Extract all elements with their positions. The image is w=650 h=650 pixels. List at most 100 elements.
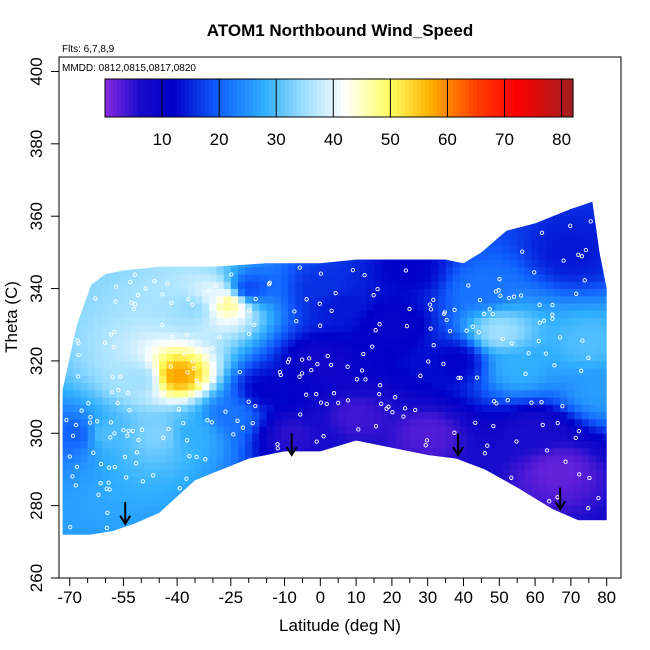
field-cell <box>538 324 547 333</box>
field-cell <box>417 433 425 441</box>
sample-point-marker <box>110 374 115 380</box>
field-cell <box>62 411 67 420</box>
field-cell <box>495 512 504 521</box>
field-cell <box>73 505 81 514</box>
field-cell <box>359 288 368 297</box>
sample-point-marker <box>113 284 119 289</box>
field-cell <box>152 455 160 463</box>
field-cell <box>62 339 67 347</box>
field-cell <box>230 447 239 456</box>
field-cell <box>62 288 67 297</box>
field-cell <box>445 527 454 535</box>
field-cell <box>238 505 246 514</box>
field-cell <box>381 274 389 282</box>
field-cell <box>223 288 232 297</box>
field-cell <box>302 483 311 492</box>
field-cell <box>273 447 282 456</box>
field-cell <box>173 418 182 427</box>
field-cell <box>87 252 96 261</box>
field-cell <box>266 418 275 427</box>
field-cell <box>216 266 225 275</box>
field-cell <box>280 411 289 420</box>
field-cell <box>567 252 575 261</box>
plot-frame <box>58 56 622 579</box>
sample-point-marker <box>473 420 478 425</box>
field-cell <box>295 382 303 391</box>
field-cell <box>316 527 325 535</box>
field-cell <box>187 426 196 434</box>
field-cell <box>238 339 246 347</box>
field-cell <box>152 201 160 203</box>
field-cell <box>488 476 497 485</box>
field-cell <box>467 476 475 485</box>
sample-point-marker <box>143 286 148 291</box>
field-cell <box>545 411 554 420</box>
field-cell <box>130 201 139 210</box>
field-cell <box>223 303 232 311</box>
field-cell <box>309 512 318 521</box>
colorbar-segment <box>377 79 382 117</box>
field-cell <box>116 404 124 412</box>
field-cell <box>266 324 275 333</box>
field-cell <box>323 201 332 210</box>
field-cell <box>62 201 67 210</box>
field-cell <box>94 440 103 449</box>
field-cell <box>374 332 382 340</box>
sample-point-marker <box>476 330 481 335</box>
field-cell <box>395 245 404 253</box>
y-axis-label: Theta (C) <box>2 281 21 353</box>
sample-point-marker <box>98 461 104 467</box>
field-cell <box>352 201 361 203</box>
field-cell <box>295 346 303 355</box>
field-cell <box>223 418 232 427</box>
field-cell <box>560 288 568 297</box>
field-cell <box>510 216 518 224</box>
field-cell <box>545 346 554 355</box>
field-cell <box>603 498 607 507</box>
field-cell <box>502 476 511 485</box>
field-cell <box>581 455 590 463</box>
field-cell <box>510 440 518 449</box>
field-cell <box>595 483 604 492</box>
field-cell <box>180 440 189 449</box>
field-cell <box>352 476 361 485</box>
field-cell <box>195 339 203 347</box>
field-cell <box>195 353 203 362</box>
field-cell <box>266 201 275 210</box>
field-cell <box>280 223 289 232</box>
field-cell <box>259 295 268 304</box>
field-cell <box>109 491 117 499</box>
field-cell <box>381 426 389 434</box>
field-cell <box>417 527 425 535</box>
colorbar-segment <box>189 79 194 117</box>
y-tick-label: 300 <box>27 419 46 447</box>
field-cell <box>273 223 282 232</box>
field-cell <box>595 418 604 427</box>
field-cell <box>238 418 246 427</box>
field-cell <box>66 368 74 376</box>
field-cell <box>366 274 375 282</box>
field-cell <box>331 520 339 528</box>
field-cell <box>352 498 361 507</box>
field-cell <box>102 237 110 246</box>
field-cell <box>495 520 504 528</box>
field-cell <box>345 230 354 239</box>
chart-subtitle-dates: MMDD: 0812,0815,0817,0820 <box>62 63 196 74</box>
field-cell <box>62 303 67 311</box>
field-cell <box>517 491 525 499</box>
field-cell <box>474 252 482 261</box>
field-cell <box>409 332 418 340</box>
field-cell <box>359 404 368 412</box>
field-cell <box>331 266 339 275</box>
field-cell <box>331 505 339 514</box>
field-cell <box>388 209 396 217</box>
field-cell <box>445 404 454 412</box>
field-cell <box>581 382 590 391</box>
field-cell <box>495 259 504 268</box>
field-cell <box>581 266 590 275</box>
field-cell <box>109 404 117 412</box>
field-cell <box>323 527 332 535</box>
field-cell <box>459 281 468 289</box>
field-cell <box>338 505 346 514</box>
field-cell <box>266 230 275 239</box>
